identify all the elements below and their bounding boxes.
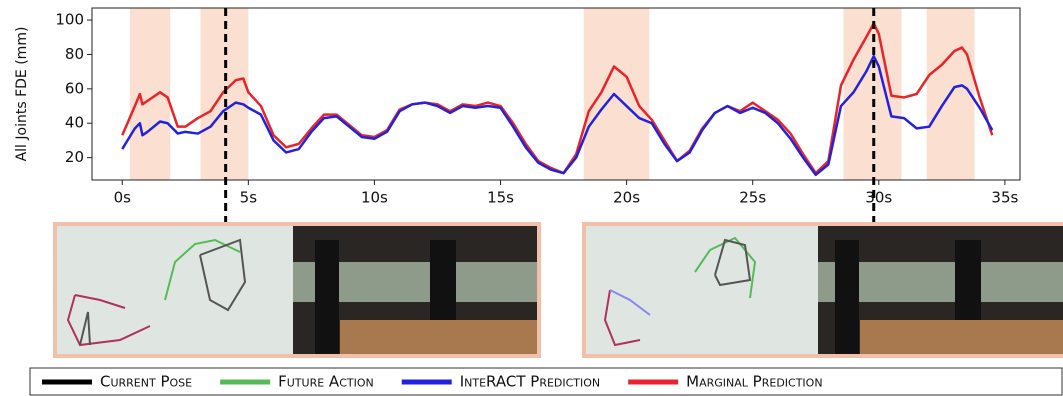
- y-tick-label: 20: [65, 148, 84, 166]
- pose-panel-right: [582, 222, 1063, 358]
- x-tick-label: 15s: [487, 189, 514, 207]
- plot: 20 40 60 80 100 0s 5s 10s 15s 20s 25s 30s 35s: [55, 8, 1020, 207]
- pose-panel-left: [53, 222, 541, 358]
- y-tick-label: 80: [65, 45, 84, 63]
- legend-label: Current Pose: [100, 373, 192, 391]
- legend-label: Future Action: [278, 373, 374, 391]
- x-tick-label: 0s: [114, 189, 132, 207]
- y-tick-label: 60: [65, 79, 84, 97]
- y-axis-label: All Joints FDE (mm): [14, 27, 30, 162]
- legend-label: InteRACT Prediction: [460, 373, 600, 391]
- x-tick-label: 10s: [361, 189, 388, 207]
- x-tick-label: 35s: [991, 189, 1018, 207]
- x-tick-label: 20s: [613, 189, 640, 207]
- y-tick-label: 100: [55, 11, 84, 29]
- x-tick-label: 25s: [739, 189, 766, 207]
- x-tick-label: 30s: [865, 189, 892, 207]
- x-tick-label: 5s: [240, 189, 258, 207]
- figure: 20 40 60 80 100 0s 5s 10s 15s 20s 25s 30s 35s All Joi…: [0, 0, 1063, 396]
- highlight-span: [584, 8, 650, 180]
- y-tick-label: 40: [65, 114, 84, 132]
- legend-label: Marginal Prediction: [686, 373, 822, 391]
